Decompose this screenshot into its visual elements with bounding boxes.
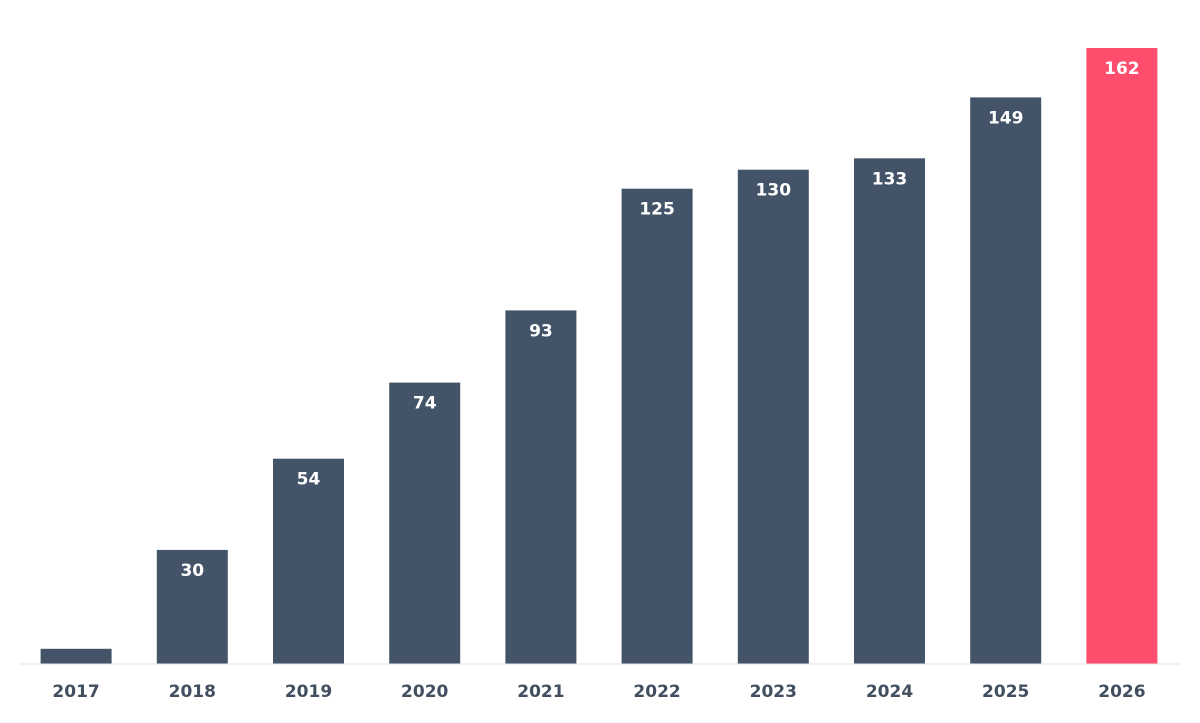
bar-2026 <box>1086 48 1158 664</box>
bar-value-label-2024: 133 <box>872 169 908 189</box>
bar-2025 <box>970 97 1042 664</box>
bar-value-label-2019: 54 <box>297 470 321 490</box>
bar-value-label-2020: 74 <box>413 394 437 414</box>
bar-value-label-2023: 130 <box>756 181 792 201</box>
bar-2022 <box>621 188 693 664</box>
bar-value-label-2021: 93 <box>529 321 553 341</box>
bar-2017 <box>40 648 112 664</box>
bar-value-label-2022: 125 <box>639 200 675 220</box>
bar-2023 <box>737 169 809 664</box>
x-axis-ticks: 2017 2018 2019 2020 2021 2022 2023 2024 2025 2026 <box>52 682 1145 702</box>
x-tick-label-2024: 2024 <box>866 682 913 702</box>
x-tick-label-2021: 2021 <box>517 682 564 702</box>
bar-value-label-2026: 162 <box>1104 59 1140 79</box>
bar-value-label-2025: 149 <box>988 108 1024 128</box>
x-tick-label-2019: 2019 <box>285 682 332 702</box>
bar-2024 <box>854 158 925 665</box>
x-tick-label-2026: 2026 <box>1098 682 1145 702</box>
x-tick-label-2023: 2023 <box>750 682 797 702</box>
x-tick-label-2020: 2020 <box>401 682 448 702</box>
x-tick-label-2018: 2018 <box>169 682 216 702</box>
bar-2019 <box>273 458 344 664</box>
x-tick-label-2022: 2022 <box>633 682 680 702</box>
x-tick-label-2025: 2025 <box>982 682 1029 702</box>
x-tick-label-2017: 2017 <box>52 682 99 702</box>
bar-2021 <box>505 310 577 664</box>
bar-2018 <box>156 549 228 664</box>
bar-2020 <box>389 382 461 664</box>
bars-group: 30 54 74 93 125 130 133 149 162 <box>40 48 1158 665</box>
bar-value-label-2018: 30 <box>180 561 204 581</box>
